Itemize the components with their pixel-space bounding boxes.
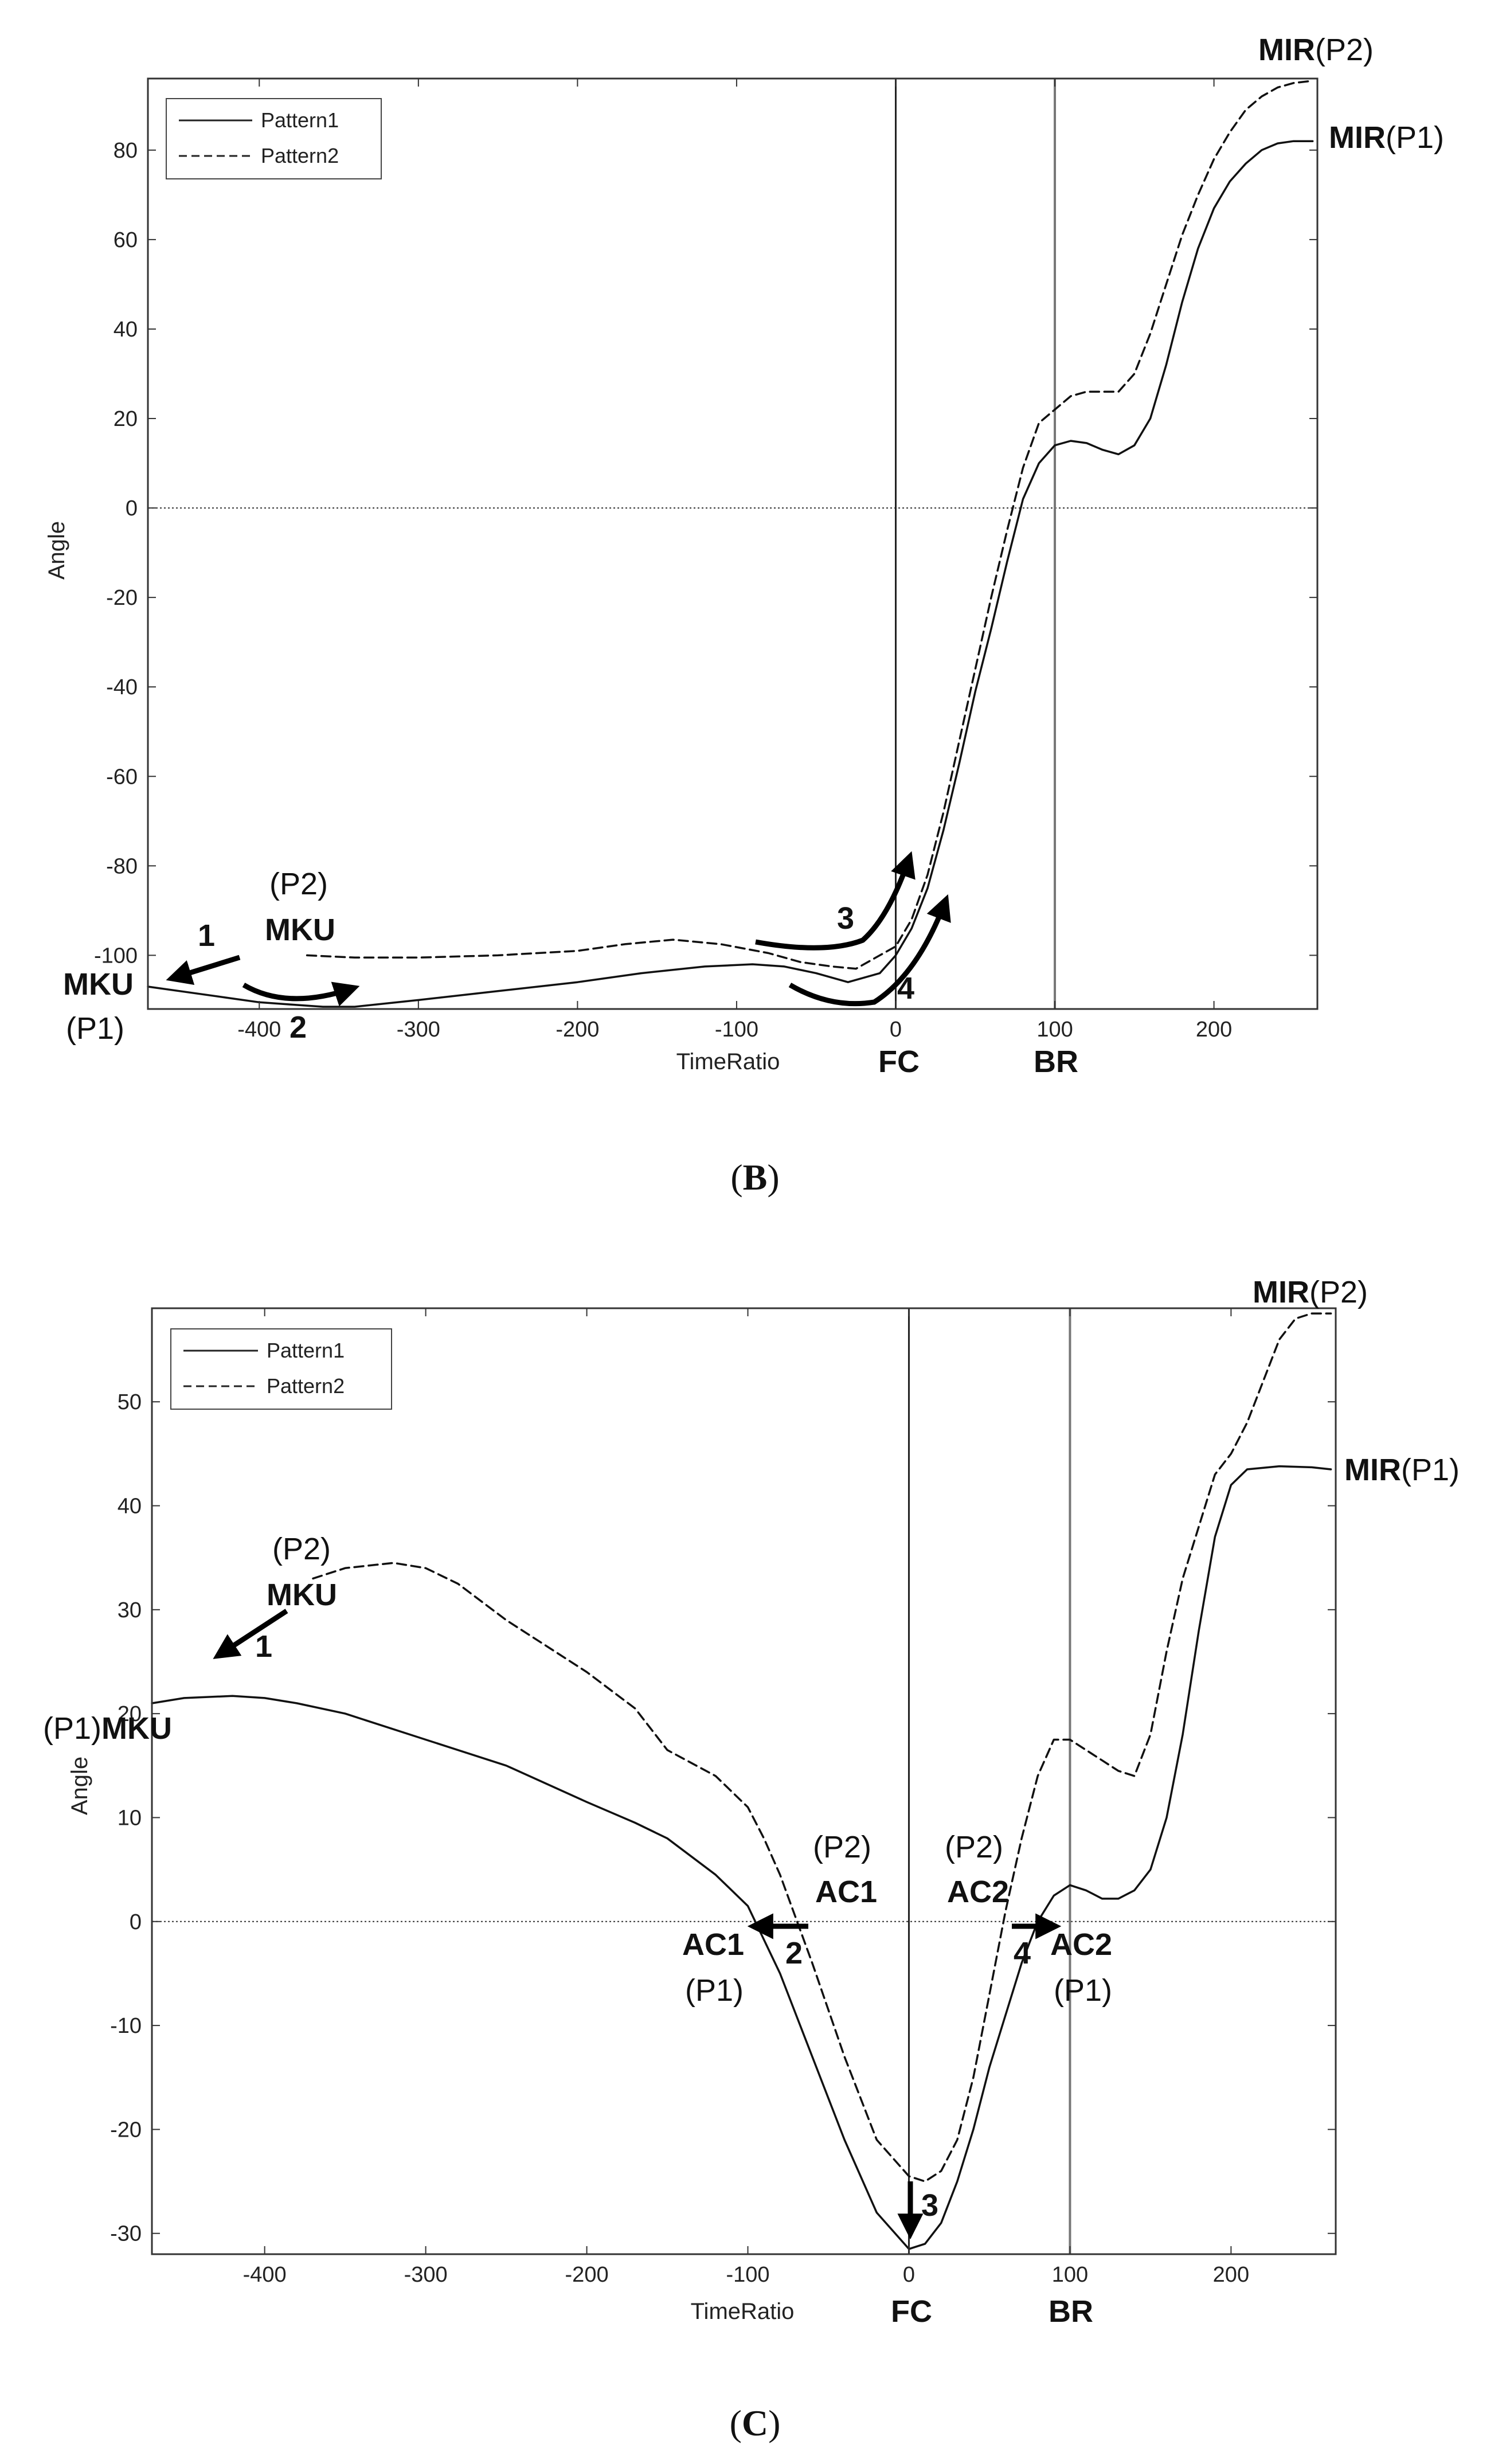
y-tick-label: -20 <box>106 586 138 610</box>
panel-b-y-tick-labels: 80 60 40 20 0 -20 -40 -60 -80 -100 <box>94 139 1317 968</box>
y-tick-label: -80 <box>106 854 138 878</box>
x-tick-label: 100 <box>1036 1018 1073 1042</box>
panel-c-mku-p1-annotation: (P1)MKU <box>43 1711 172 1746</box>
panel-c-mku-p2-label: MKU <box>267 1578 337 1612</box>
y-tick-label: 0 <box>130 1910 142 1934</box>
panel-b-plot-frame <box>147 77 1319 1010</box>
panel-b-arrow-4 <box>788 894 951 1007</box>
y-tick-label: -20 <box>110 2118 142 2142</box>
panel-b-arrow-2-number: 2 <box>290 1010 307 1045</box>
y-tick-label: -30 <box>110 2222 142 2246</box>
panel-b-fc-label: FC <box>878 1045 920 1079</box>
panel-b-mir-p1-annotation: MIR(P1) <box>1329 120 1444 155</box>
y-tick-label: -60 <box>106 765 138 789</box>
panel-c-ac1-p1-suffix: (P1) <box>685 1973 744 2008</box>
panel-c-x-tick-labels: -400 -300 -200 -100 0 100 200 <box>243 1308 1249 2287</box>
panel-c-mku-p2-prefix: (P2) <box>272 1532 331 1566</box>
panel-c-caption: (C) <box>730 2403 781 2443</box>
legend-pattern1-label: Pattern1 <box>267 1339 345 1362</box>
legend-pattern1-label: Pattern1 <box>261 108 339 132</box>
x-tick-label: -400 <box>237 1018 281 1042</box>
panel-c-br-label: BR <box>1049 2294 1093 2329</box>
panel-b-mku-p1-suffix: (P1) <box>66 1011 124 1046</box>
panel-b-arrow-2 <box>242 981 360 1007</box>
x-tick-label: 200 <box>1213 2263 1249 2287</box>
x-tick-label: -300 <box>404 2263 448 2287</box>
y-tick-label: 20 <box>118 1702 142 1726</box>
panel-b-mku-p2-prefix: (P2) <box>269 867 328 901</box>
x-tick-label: -200 <box>556 1018 599 1042</box>
panel-c-series <box>151 1312 1332 2250</box>
panel-c-ac2-p2-prefix: (P2) <box>945 1830 1003 1864</box>
x-tick-label: 0 <box>903 2263 915 2287</box>
x-tick-label: -300 <box>397 1018 440 1042</box>
panel-c-arrow-3-number: 3 <box>921 2188 938 2223</box>
x-tick-label: 0 <box>890 1018 902 1042</box>
y-tick-label: 10 <box>118 1806 142 1830</box>
panel-c-arrow-1-number: 1 <box>255 1629 272 1664</box>
y-tick-label: -100 <box>94 944 138 968</box>
series-line-pattern1 <box>147 140 1314 1008</box>
legend-pattern2-label: Pattern2 <box>267 1374 345 1398</box>
panel-c-ac2-p1-suffix: (P1) <box>1054 1973 1112 2008</box>
y-tick-label: -40 <box>106 675 138 699</box>
panel-c-plot-frame <box>151 1307 1337 2255</box>
y-tick-label: 40 <box>114 318 138 342</box>
y-tick-label: 60 <box>114 228 138 252</box>
panel-b-x-axis-label: TimeRatio <box>676 1049 780 1074</box>
panel-c-legend: Pattern1 Pattern2 <box>170 1328 392 1410</box>
panel-b-legend: Pattern1 Pattern2 <box>166 98 382 179</box>
panel-c-ac1-p2-label: AC1 <box>815 1875 877 1909</box>
series-line-pattern2 <box>312 1312 1332 2183</box>
panel-b-arrow-1 <box>166 955 241 985</box>
panel-c-gridlines <box>152 1308 1336 2254</box>
x-tick-label: -100 <box>715 1018 758 1042</box>
y-tick-label: 50 <box>118 1390 142 1414</box>
series-line-pattern2 <box>306 80 1314 970</box>
series-line-pattern1 <box>151 1465 1332 2250</box>
panel-b-series <box>147 80 1314 1008</box>
panel-b-mku-p1-label: MKU <box>63 967 134 1002</box>
panel-b-chart: -400 -300 -200 -100 0 100 200 806040200-20-40-… <box>0 0 1510 1204</box>
panel-c-arrow-1 <box>213 1609 288 1659</box>
panel-c-arrow-2-number: 2 <box>785 1936 803 1970</box>
panel-c-ac2-p1-label: AC2 <box>1050 1927 1112 1962</box>
panel-b-mir-p2-annotation: MIR(P2) <box>1258 33 1374 67</box>
y-tick-label: -10 <box>110 2014 142 2038</box>
panel-b-arrow-1-number: 1 <box>198 918 215 953</box>
panel-b-x-tick-labels: -400 -300 -200 -100 0 100 200 <box>237 79 1232 1042</box>
panel-b-arrow-3-number: 3 <box>837 901 854 936</box>
x-tick-label: -100 <box>726 2263 769 2287</box>
panel-c-ac2-p2-label: AC2 <box>947 1875 1009 1909</box>
panel-c-ac1-p2-prefix: (P2) <box>813 1830 871 1864</box>
panel-c-chart: -400 -300 -200 -100 0 100 200 50403020100-10-2… <box>43 1275 1460 2443</box>
panel-b-arrow-3 <box>755 851 916 951</box>
y-tick-label: 40 <box>118 1495 142 1519</box>
panel-c-mir-p2-annotation: MIR(P2) <box>1253 1275 1368 1309</box>
panel-c-x-axis-label: TimeRatio <box>691 2299 795 2324</box>
panel-b-br-label: BR <box>1034 1045 1078 1079</box>
panel-b-mku-p2-label: MKU <box>265 913 335 947</box>
y-tick-label: 80 <box>114 139 138 163</box>
panel-b-arrow-4-number: 4 <box>897 971 914 1006</box>
x-tick-label: 100 <box>1052 2263 1088 2287</box>
panel-c-y-axis-label: Angle <box>67 1757 92 1815</box>
panel-c-y-tick-labels: 50 40 30 20 10 0 -10 -20 -30 <box>110 1390 1336 2246</box>
y-tick-label: 20 <box>114 407 138 431</box>
panel-c-fc-label: FC <box>891 2294 932 2329</box>
panel-c-arrow-4-number: 4 <box>1014 1936 1031 1970</box>
y-tick-label: 0 <box>126 496 138 521</box>
x-tick-label: -200 <box>565 2263 609 2287</box>
panel-b-y-axis-label: Angle <box>44 521 69 580</box>
x-tick-label: 200 <box>1196 1018 1232 1042</box>
y-tick-label: 30 <box>118 1598 142 1622</box>
panel-c-mir-p1-annotation: MIR(P1) <box>1344 1453 1460 1487</box>
panel-c-ac1-p1-label: AC1 <box>682 1927 744 1962</box>
legend-pattern2-label: Pattern2 <box>261 144 339 167</box>
x-tick-label: -400 <box>243 2263 287 2287</box>
panel-b-caption: (B) <box>730 1157 779 1198</box>
